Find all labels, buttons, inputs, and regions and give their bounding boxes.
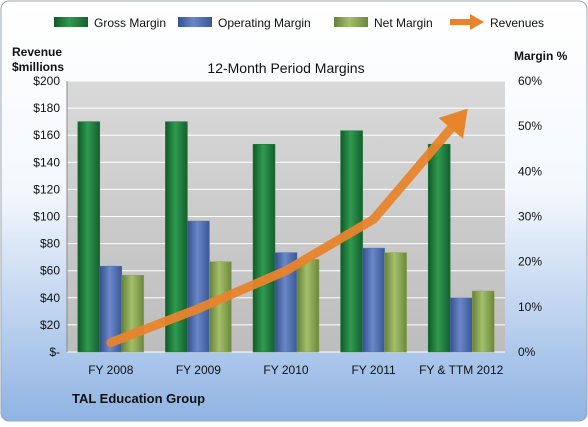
legend-item-net-margin-label: Net Margin: [374, 16, 433, 30]
chart-title: 12-Month Period Margins: [207, 60, 364, 76]
left-tick-label: $140: [33, 155, 60, 169]
right-tick-label: 0%: [518, 345, 536, 359]
right-tick-label: 10%: [518, 300, 542, 314]
left-tick-label: $-: [49, 345, 60, 359]
legend-item-net-margin-swatch: [334, 17, 368, 27]
right-tick-label: 40%: [518, 164, 542, 178]
left-tick-label: $20: [40, 318, 60, 332]
legend-item-revenues-label: Revenues: [490, 16, 544, 30]
right-tick-label: 60%: [518, 74, 542, 88]
bar-operating-margin-fy-ttm-2012: [450, 298, 472, 352]
left-axis-title-line-2: $millions: [12, 60, 64, 74]
right-tick-label: 30%: [518, 210, 542, 224]
left-axis-title-line-1: Revenue: [12, 45, 62, 59]
left-tick-label: $180: [33, 101, 60, 115]
legend-item-gross-margin-label: Gross Margin: [94, 16, 166, 30]
bar-gross-margin-fy-ttm-2012: [428, 144, 450, 352]
left-tick-label: $80: [40, 237, 60, 251]
category-label: FY 2011: [351, 363, 396, 377]
bar-net-margin-fy-2010: [297, 259, 319, 352]
company-name: TAL Education Group: [72, 391, 205, 406]
left-tick-label: $40: [40, 291, 60, 305]
right-axis-title: Margin %: [514, 49, 568, 63]
left-tick-label: $100: [33, 210, 60, 224]
left-tick-label: $200: [33, 74, 60, 88]
legend-item-operating-margin-swatch: [178, 17, 212, 27]
category-label: FY 2009: [176, 363, 221, 377]
bar-gross-margin-fy-2008: [78, 122, 100, 352]
left-tick-label: $60: [40, 264, 60, 278]
right-tick-label: 20%: [518, 255, 542, 269]
bar-operating-margin-fy-2011: [363, 248, 385, 352]
bar-operating-margin-fy-2009: [187, 221, 209, 352]
left-tick-label: $120: [33, 182, 60, 196]
category-label: FY 2008: [88, 363, 133, 377]
legend: Gross Margin Operating Margin Net Margin Re…: [54, 14, 544, 30]
legend-item-gross-margin-swatch: [54, 17, 88, 27]
bar-gross-margin-fy-2010: [253, 144, 275, 352]
left-tick-label: $160: [33, 128, 60, 142]
right-tick-label: 50%: [518, 119, 542, 133]
bar-net-margin-fy-2011: [385, 253, 407, 352]
category-label: FY & TTM 2012: [419, 363, 504, 377]
bar-net-margin-fy-ttm-2012: [472, 291, 494, 352]
legend-item-operating-margin-label: Operating Margin: [218, 16, 311, 30]
category-label: FY 2010: [263, 363, 308, 377]
